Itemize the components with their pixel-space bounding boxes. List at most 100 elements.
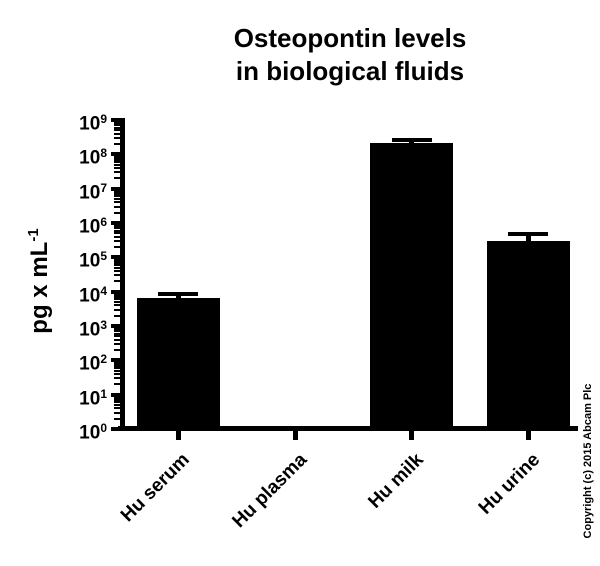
y-minor-tick — [114, 158, 120, 161]
y-minor-tick — [114, 211, 120, 214]
y-minor-tick — [114, 395, 120, 398]
y-major-tick — [111, 427, 120, 431]
chart-title-line1: Osteopontin levels — [233, 23, 467, 53]
y-minor-tick — [114, 232, 120, 235]
y-minor-tick — [114, 160, 120, 163]
y-minor-tick — [114, 274, 120, 277]
y-minor-tick — [114, 223, 120, 226]
y-minor-tick — [114, 261, 120, 264]
y-minor-tick — [114, 166, 120, 169]
x-label-hu-serum: Hu serum — [117, 449, 195, 527]
y-minor-tick — [114, 377, 120, 380]
y-minor-tick — [114, 177, 120, 180]
chart-title-line2: in biological fluids — [235, 56, 465, 86]
y-minor-tick — [114, 372, 120, 375]
y-minor-tick — [114, 369, 120, 372]
y-minor-tick — [114, 156, 120, 159]
y-minor-tick — [114, 366, 120, 369]
y-major-tick — [111, 186, 120, 191]
y-minor-tick — [114, 304, 120, 307]
y-minor-tick — [114, 417, 120, 420]
y-tick-label: 103 — [79, 318, 107, 341]
y-minor-tick — [114, 301, 120, 303]
y-minor-tick — [114, 239, 120, 242]
y-minor-tick — [114, 407, 120, 410]
y-minor-tick — [114, 198, 120, 200]
bar-hu-serum — [136, 298, 220, 430]
y-minor-tick — [114, 404, 120, 406]
y-minor-tick — [114, 308, 120, 311]
y-minor-tick — [114, 342, 120, 345]
y-axis-line — [120, 118, 125, 431]
y-tick-label: 104 — [79, 283, 107, 306]
chart-title: Osteopontin levels in biological fluids — [120, 22, 580, 88]
bar-hu-urine — [486, 240, 570, 430]
x-tick-hu-milk — [409, 431, 414, 440]
y-minor-tick — [114, 398, 120, 401]
y-minor-tick — [114, 136, 120, 139]
y-minor-tick — [114, 383, 120, 386]
y-minor-tick — [114, 259, 120, 262]
error-bar-cap-hu-urine — [508, 231, 548, 236]
y-minor-tick — [114, 195, 120, 198]
y-minor-tick — [114, 227, 120, 230]
y-minor-tick — [114, 280, 120, 283]
y-minor-tick — [114, 257, 120, 260]
y-minor-tick — [114, 124, 120, 127]
y-minor-tick — [114, 245, 120, 248]
y-minor-tick — [114, 348, 120, 351]
x-label-hu-urine: Hu urine — [474, 449, 545, 519]
y-minor-tick — [114, 122, 120, 125]
y-minor-tick — [114, 225, 120, 228]
x-tick-hu-plasma — [292, 431, 298, 440]
y-tick-label: 102 — [79, 352, 107, 375]
y-minor-tick — [114, 396, 120, 399]
y-tick-label: 105 — [79, 249, 107, 272]
y-major-tick — [111, 392, 120, 397]
y-minor-tick — [114, 292, 120, 295]
y-minor-tick — [114, 263, 120, 266]
y-minor-tick — [114, 314, 120, 317]
y-minor-tick — [114, 129, 120, 132]
x-axis-line — [118, 426, 578, 431]
copyright-watermark: Copyright (c) 2015 Abcam Plc — [582, 383, 594, 539]
y-minor-tick — [114, 364, 120, 367]
y-minor-tick — [114, 338, 120, 341]
y-minor-tick — [114, 171, 120, 174]
y-tick-label: 101 — [79, 386, 107, 409]
y-minor-tick — [114, 189, 120, 192]
y-minor-tick — [114, 335, 120, 338]
y-minor-tick — [114, 142, 120, 145]
y-major-tick — [111, 221, 120, 225]
y-minor-tick — [114, 411, 120, 414]
y-major-tick — [111, 152, 120, 157]
x-label-hu-plasma: Hu plasma — [228, 449, 312, 533]
y-minor-tick — [114, 235, 120, 238]
y-minor-tick — [114, 192, 120, 195]
error-bar-stem-hu-serum — [175, 292, 181, 305]
y-major-tick — [111, 118, 120, 122]
y-minor-tick — [114, 401, 120, 404]
y-minor-tick — [114, 163, 120, 166]
y-minor-tick — [114, 293, 120, 296]
y-tick-label: 100 — [79, 421, 107, 444]
y-major-tick — [111, 289, 120, 294]
error-bar-cap-hu-milk — [391, 138, 432, 143]
y-tick-label: 108 — [79, 146, 107, 169]
y-minor-tick — [114, 205, 120, 208]
y-minor-tick — [114, 360, 120, 363]
error-bar-stem-hu-milk — [409, 138, 414, 150]
x-tick-hu-urine — [525, 431, 531, 440]
y-minor-tick — [114, 266, 120, 269]
y-tick-label: 106 — [79, 215, 107, 238]
y-tick-label: 107 — [79, 180, 107, 203]
y-minor-tick — [114, 120, 120, 123]
y-tick-label: 109 — [79, 112, 107, 135]
y-minor-tick — [114, 132, 120, 135]
y-minor-tick — [114, 190, 120, 193]
y-major-tick — [111, 358, 120, 363]
y-minor-tick — [114, 126, 120, 129]
y-minor-tick — [114, 298, 120, 301]
bar-hu-milk — [370, 143, 453, 430]
